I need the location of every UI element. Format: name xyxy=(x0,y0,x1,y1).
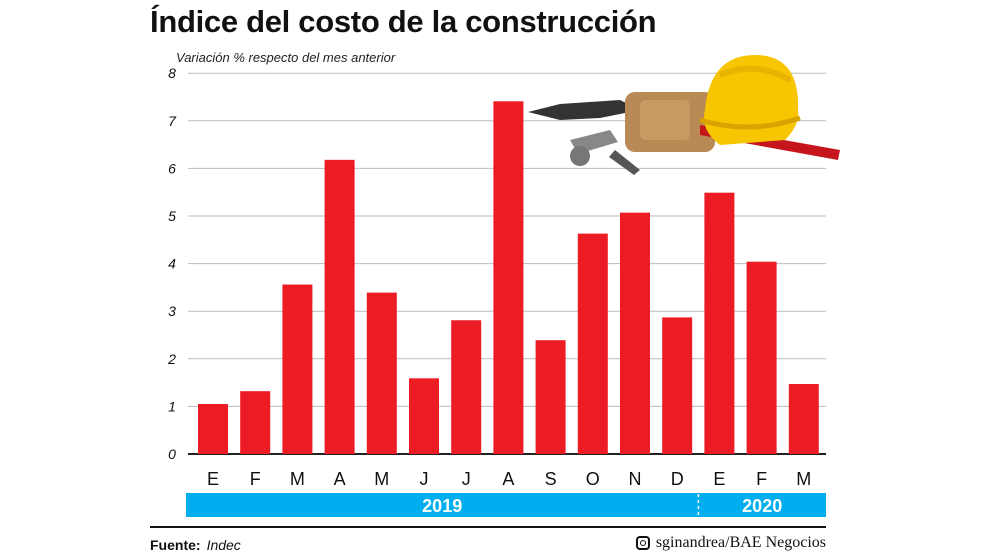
bar xyxy=(198,404,228,454)
bar xyxy=(620,212,650,454)
bar xyxy=(493,101,524,454)
bar xyxy=(662,317,693,454)
x-tick-label: M xyxy=(290,469,305,489)
credit-text: sginandrea/BAE Negocios xyxy=(655,534,826,551)
source-value: Indec xyxy=(206,537,241,553)
x-tick-label: F xyxy=(756,469,767,489)
bar xyxy=(746,261,777,454)
x-tick-label: E xyxy=(207,469,219,489)
y-tick-label: 2 xyxy=(167,351,176,367)
x-tick-label: F xyxy=(250,469,261,489)
year-label: 2020 xyxy=(742,496,782,516)
x-tick-label: A xyxy=(334,469,346,489)
bar xyxy=(788,384,819,454)
y-tick-label: 4 xyxy=(168,256,176,272)
construction-tools-illustration xyxy=(528,55,840,175)
chart-title: Índice del costo de la construcción xyxy=(150,4,657,39)
year-label: 2019 xyxy=(422,496,462,516)
source-label: Fuente: xyxy=(150,537,201,553)
x-tick-label: O xyxy=(586,469,600,489)
x-tick-label: M xyxy=(374,469,389,489)
source-note: Fuente: Indec xyxy=(150,537,241,553)
y-tick-label: 3 xyxy=(168,303,176,319)
y-axis-label: Variación % respecto del mes anterior xyxy=(176,50,396,65)
y-tick-label: 1 xyxy=(168,398,176,414)
y-tick-label: 0 xyxy=(168,446,176,462)
y-tick-label: 7 xyxy=(168,113,177,129)
x-tick-label: S xyxy=(545,469,557,489)
y-tick-label: 5 xyxy=(168,208,176,224)
x-tick-label: E xyxy=(713,469,725,489)
x-tick-label: D xyxy=(671,469,684,489)
bar xyxy=(366,292,397,454)
bar xyxy=(451,320,482,454)
instagram-icon xyxy=(635,536,650,550)
x-tick-label: J xyxy=(420,469,429,489)
bar xyxy=(577,233,608,454)
y-tick-label: 8 xyxy=(168,65,176,81)
credit: sginandrea/BAE Negocios xyxy=(635,534,826,552)
x-tick-label: M xyxy=(796,469,811,489)
bar xyxy=(409,378,439,454)
y-tick-label: 6 xyxy=(168,160,176,176)
bar xyxy=(240,391,271,454)
x-tick-label: A xyxy=(502,469,514,489)
bar xyxy=(324,159,355,454)
bar xyxy=(704,192,735,454)
x-tick-label: N xyxy=(629,469,642,489)
x-tick-label: J xyxy=(462,469,471,489)
bar xyxy=(282,284,313,454)
year-band xyxy=(186,493,826,517)
bar xyxy=(535,340,566,454)
